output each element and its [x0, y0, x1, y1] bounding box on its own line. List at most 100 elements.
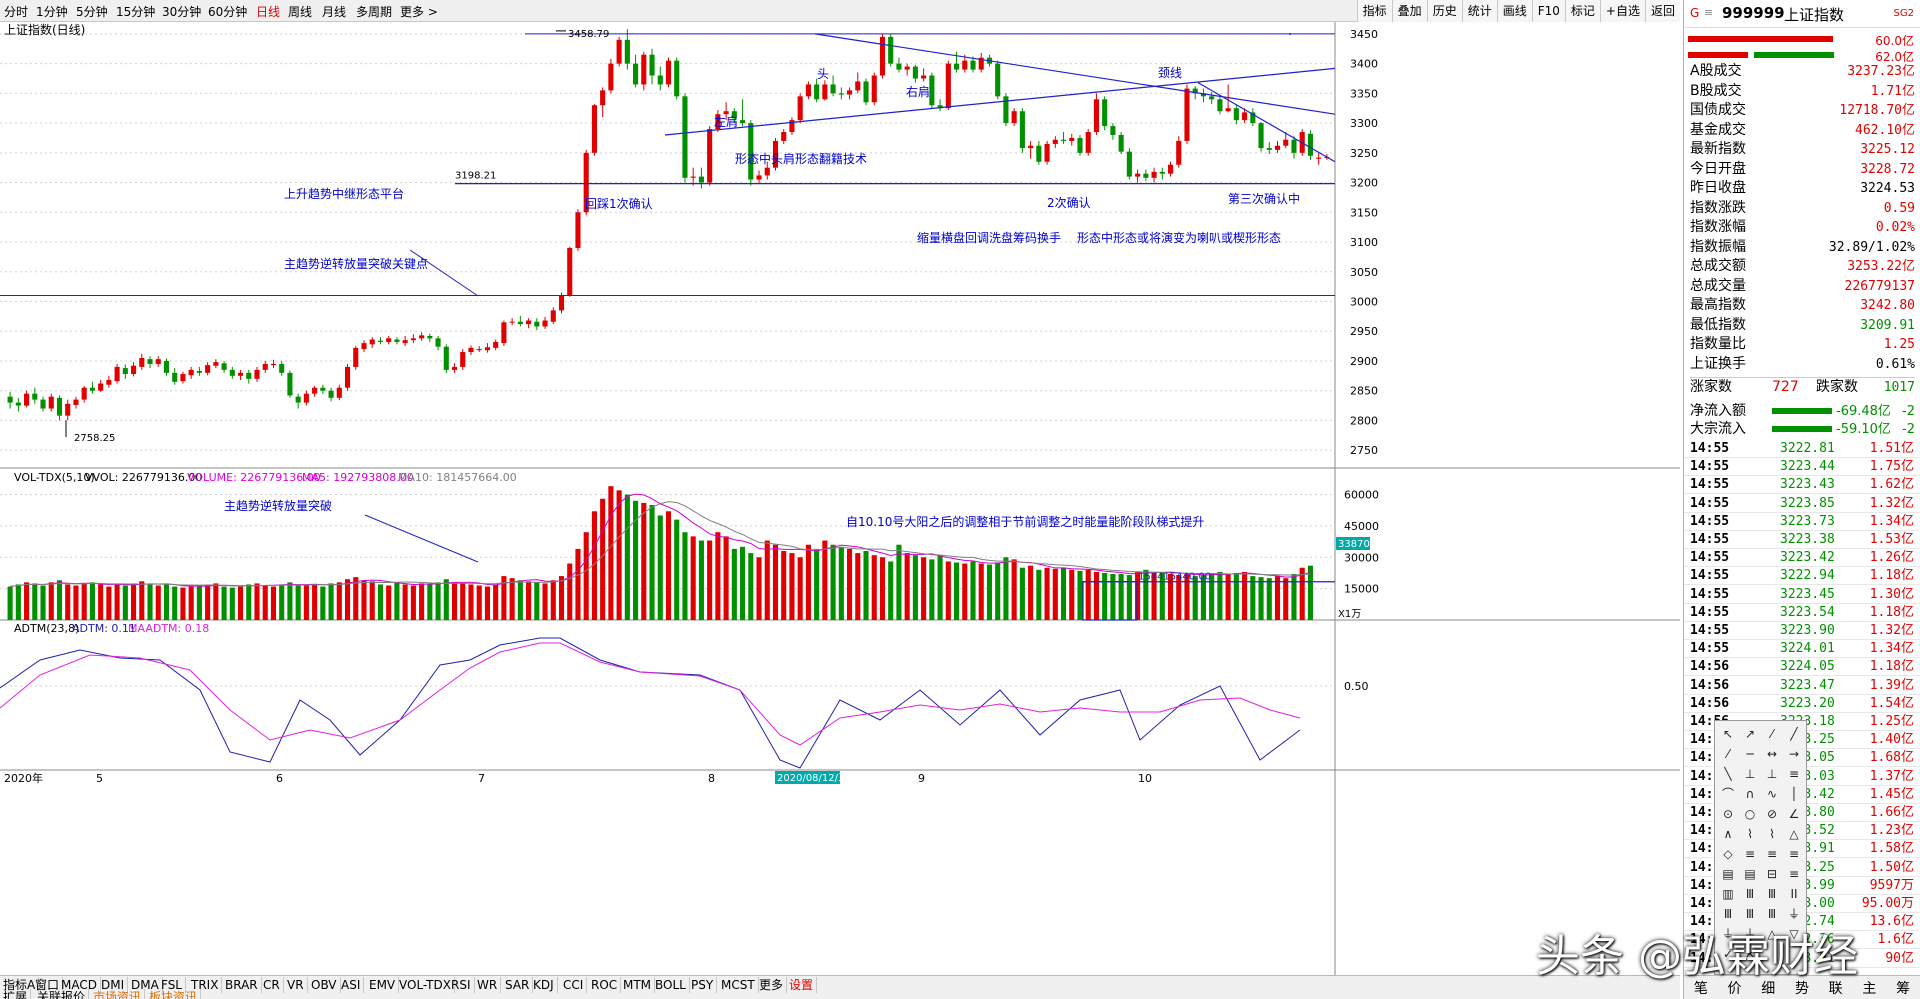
indicator-tab-15[interactable]: WR: [474, 977, 502, 993]
drawing-tool-icon[interactable]: ↖: [1722, 727, 1734, 741]
indicator-tab-16[interactable]: SAR: [502, 977, 534, 993]
drawing-tool-icon[interactable]: ─: [1746, 747, 1754, 761]
tab-multi-period[interactable]: 多周期: [356, 5, 393, 19]
indicator-tab-8[interactable]: CR: [260, 977, 284, 993]
drawing-tool-icon[interactable]: ⏚: [1721, 927, 1734, 941]
tab-1min[interactable]: 1分钟: [36, 5, 68, 19]
drawing-tool-icon[interactable]: ▤: [1722, 867, 1734, 881]
drawing-tool-icon[interactable]: ≡: [1788, 867, 1800, 881]
drawing-tool-icon[interactable]: Ⅲ: [1767, 907, 1777, 921]
indicator-tab-19[interactable]: ROC: [588, 977, 622, 993]
indicator-tab-25[interactable]: 设置: [786, 977, 818, 993]
quote-tab-3[interactable]: 势: [1794, 980, 1809, 997]
drawing-tool-icon[interactable]: ○: [1744, 807, 1756, 821]
drawing-tool-icon[interactable]: ⅠⅠ: [1790, 887, 1798, 901]
drawing-tool-icon[interactable]: │: [1790, 787, 1798, 801]
drawing-tool-icon[interactable]: ⊘: [1766, 807, 1778, 821]
drawing-tool-icon[interactable]: ⊙: [1722, 807, 1734, 821]
indicator-tab-9[interactable]: VR: [284, 977, 308, 993]
back-button[interactable]: 返回: [1644, 0, 1680, 22]
indicator-tab-4[interactable]: DMA: [128, 977, 163, 993]
drawing-tool-icon[interactable]: ╱: [1790, 727, 1798, 741]
drawing-tool-icon[interactable]: ∿: [1766, 787, 1778, 801]
quote-tab-6[interactable]: 筹: [1896, 980, 1911, 997]
tab-daily[interactable]: 日线: [256, 5, 281, 19]
quote-tab-5[interactable]: 主: [1862, 980, 1877, 997]
drawing-tool-icon[interactable]: ⏚: [1743, 927, 1756, 941]
drawing-tool-icon[interactable]: ⁄: [1770, 727, 1773, 741]
tab-15min[interactable]: 15分钟: [116, 5, 156, 19]
stats-button[interactable]: 统计: [1461, 0, 1497, 22]
extension-tab-0[interactable]: 扩展: [0, 989, 32, 999]
tab-30min[interactable]: 30分钟: [162, 5, 202, 19]
drawing-tool-icon[interactable]: ⊟: [1766, 867, 1778, 881]
drawing-tool-icon[interactable]: ⊥: [1744, 767, 1756, 781]
quote-tab-0[interactable]: 笔: [1693, 980, 1708, 997]
quote-tab-4[interactable]: 联: [1828, 980, 1843, 997]
indicator-tab-0[interactable]: 指标A: [0, 977, 40, 993]
indicator-tab-22[interactable]: PSY: [688, 977, 718, 993]
indicator-tab-18[interactable]: CCI: [560, 977, 588, 993]
drawing-tool-icon[interactable]: Ⅲ: [1745, 907, 1755, 921]
drawing-tool-icon[interactable]: Ⅲ: [1745, 887, 1755, 901]
drawing-tool-icon[interactable]: ∩: [1745, 787, 1755, 801]
indicator-tab-13[interactable]: VOL-TDX: [396, 977, 455, 993]
drawing-tool-icon[interactable]: ≡: [1766, 847, 1778, 861]
indicator-tab-24[interactable]: 更多: [756, 977, 788, 993]
drawing-tool-icon[interactable]: ↗: [1744, 727, 1756, 741]
drawing-tool-icon[interactable]: ⌇: [1769, 827, 1775, 841]
quote-menu-icon[interactable]: ≡: [1704, 6, 1714, 19]
extension-tab-3[interactable]: 板块资讯: [146, 989, 202, 999]
extension-tab-1[interactable]: 关联报价: [34, 989, 90, 999]
drawing-tool-icon[interactable]: ↔: [1766, 747, 1778, 761]
drawing-tool-icon[interactable]: →: [1788, 747, 1800, 761]
quote-tab-1[interactable]: 价: [1727, 980, 1742, 997]
indicator-button[interactable]: 指标: [1356, 0, 1392, 22]
drawing-tool-icon[interactable]: △: [1767, 927, 1777, 941]
tab-5min[interactable]: 5分钟: [76, 5, 108, 19]
quote-tab-2[interactable]: 细: [1761, 980, 1776, 997]
indicator-tab-23[interactable]: MCST: [718, 977, 759, 993]
indicator-tab-10[interactable]: OBV: [308, 977, 341, 993]
tab-monthly[interactable]: 月线: [322, 5, 347, 19]
drawing-tool-icon[interactable]: ⌒: [1721, 787, 1734, 801]
indicator-tab-1[interactable]: 窗口: [32, 977, 64, 993]
history-button[interactable]: 历史: [1426, 0, 1462, 22]
drawing-tool-icon[interactable]: Ⅲ: [1723, 907, 1733, 921]
indicator-tab-17[interactable]: KDJ: [530, 977, 558, 993]
tab-time-share[interactable]: 分时: [4, 5, 29, 19]
drawing-tool-icon[interactable]: ▥: [1722, 887, 1734, 901]
extension-tab-2[interactable]: 市场资讯: [90, 989, 146, 999]
chart-area[interactable]: 上证指数(日线) 3450 3400 3350 3300 3250 3200 3150 3100…: [0, 0, 1680, 975]
drawing-tool-icon[interactable]: ≡: [1788, 767, 1800, 781]
indicator-tab-2[interactable]: MACD: [58, 977, 101, 993]
drawing-tool-icon[interactable]: ✓: [1722, 947, 1734, 961]
draw-line-button[interactable]: 画线: [1496, 0, 1532, 22]
indicator-tab-6[interactable]: TRIX: [188, 977, 223, 993]
tab-weekly[interactable]: 周线: [288, 5, 313, 19]
tab-more[interactable]: 更多 >: [400, 5, 438, 19]
indicator-tab-12[interactable]: EMV: [366, 977, 400, 993]
drawing-tool-icon[interactable]: ▽: [1789, 927, 1799, 941]
indicator-tab-3[interactable]: DMI: [98, 977, 129, 993]
drawing-tool-icon[interactable]: ⌇: [1747, 827, 1753, 841]
tab-60min[interactable]: 60分钟: [208, 5, 248, 19]
drawing-tool-icon[interactable]: ⁄: [1726, 747, 1729, 761]
drawing-tool-icon[interactable]: △: [1789, 827, 1799, 841]
drawing-tool-icon[interactable]: ≡: [1744, 847, 1756, 861]
drawing-tool-icon[interactable]: ✕: [1744, 947, 1756, 961]
indicator-tab-21[interactable]: BOLL: [652, 977, 690, 993]
drawing-tool-icon[interactable]: ⊥: [1766, 767, 1778, 781]
add-watchlist-button[interactable]: +自选: [1599, 0, 1645, 22]
drawing-tool-icon[interactable]: ▤: [1744, 867, 1756, 881]
drawing-tool-icon[interactable]: ◇: [1723, 847, 1733, 861]
indicator-tab-20[interactable]: MTM: [620, 977, 656, 993]
overlay-button[interactable]: 叠加: [1391, 0, 1427, 22]
indicator-tab-14[interactable]: RSI: [448, 977, 475, 993]
drawing-tool-icon[interactable]: ∧: [1723, 827, 1733, 841]
drawing-tool-icon[interactable]: ⏚: [1787, 907, 1800, 921]
drawing-tool-icon[interactable]: ≡: [1788, 847, 1800, 861]
drawing-tool-icon[interactable]: Ⅲ: [1767, 887, 1777, 901]
f10-button[interactable]: F10: [1531, 0, 1565, 22]
indicator-tab-5[interactable]: FSL: [158, 977, 186, 993]
